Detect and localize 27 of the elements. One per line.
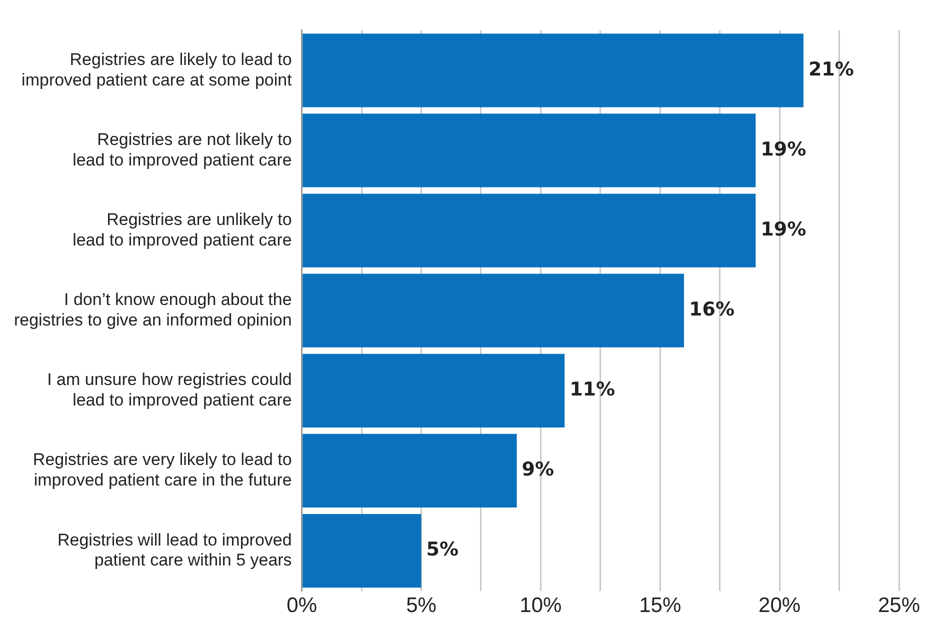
x-tick-label: 10% xyxy=(520,594,562,618)
y-tick-label: Registries are very likely to lead to improved patient care in the future xyxy=(32,450,292,490)
bar xyxy=(302,34,804,108)
data-label: 5% xyxy=(426,538,459,561)
x-tick-label: 20% xyxy=(758,594,801,618)
bar xyxy=(302,274,684,348)
y-tick-label: Registries are likely to lead to improved patient care at some point xyxy=(22,50,292,90)
bar xyxy=(302,114,756,188)
x-tick-label: 0% xyxy=(286,594,317,618)
data-label: 16% xyxy=(689,298,734,321)
data-label: 21% xyxy=(808,58,854,80)
data-label: 9% xyxy=(522,458,554,481)
bar xyxy=(302,194,756,268)
x-tick-label: 25% xyxy=(878,594,920,618)
data-label: 19% xyxy=(760,138,806,160)
bar xyxy=(302,514,422,588)
data-label: 19% xyxy=(760,218,806,240)
bar xyxy=(302,354,565,428)
y-tick-label: Registries are not likely to lead to improved patient care xyxy=(72,130,292,170)
bar xyxy=(302,434,517,508)
y-tick-label: Registries are unlikely to lead to improved patient care xyxy=(72,210,292,250)
x-tick-label: 15% xyxy=(639,594,682,618)
y-tick-label: I am unsure how registries could lead to improved patient care xyxy=(47,370,292,410)
data-label: 11% xyxy=(570,378,616,401)
y-tick-label: Registries will lead to improved patient care within 5 years xyxy=(57,530,292,570)
x-tick-label: 5% xyxy=(406,594,436,618)
y-tick-label: I don’t know enough about the registries to give an informed opinion xyxy=(14,290,292,330)
